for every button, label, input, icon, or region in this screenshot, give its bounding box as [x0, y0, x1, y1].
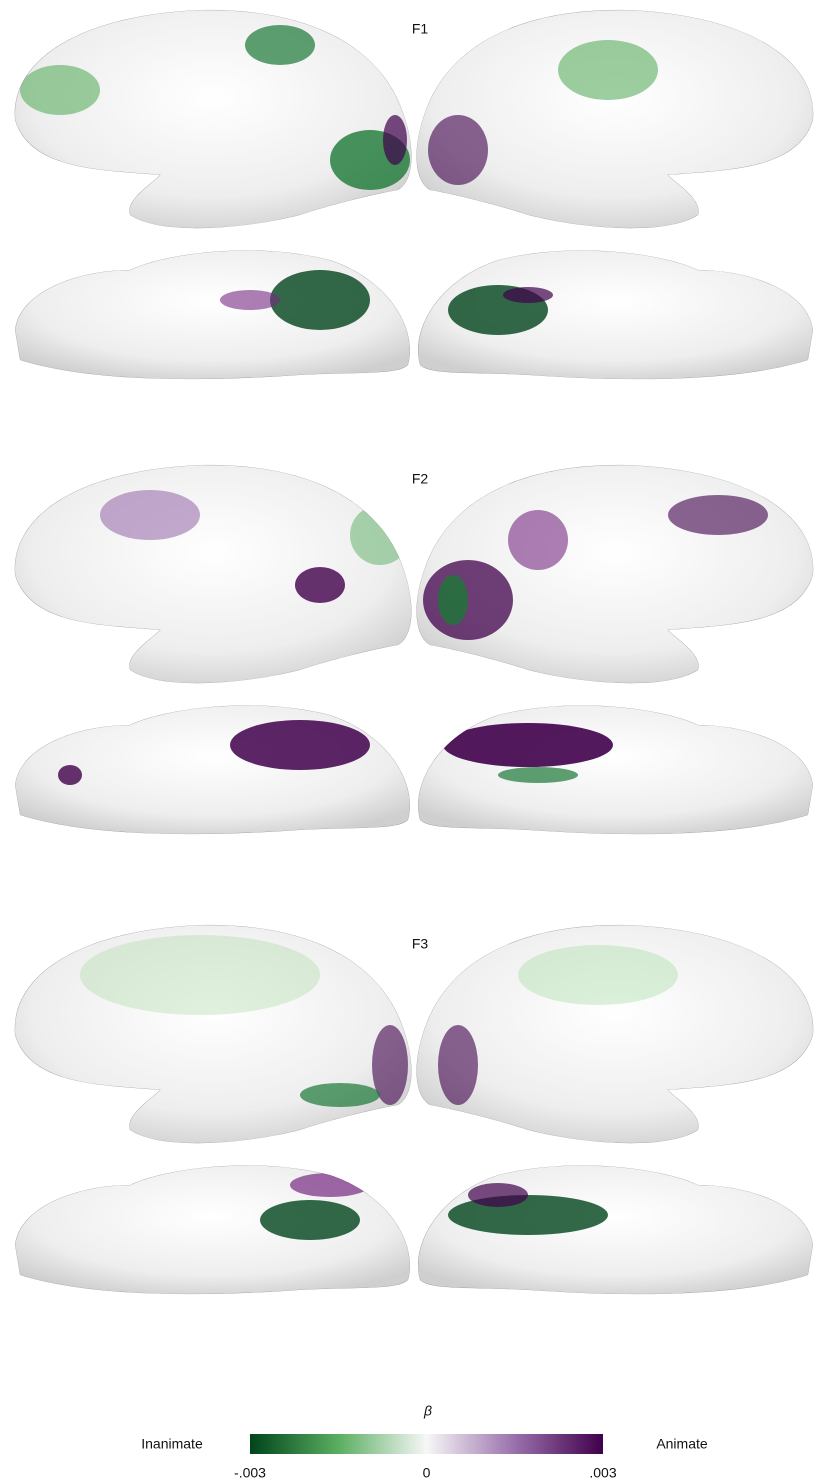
colorbar: β Inanimate Animate -.003 0 .003	[141, 1403, 708, 1481]
panel-label: F3	[412, 936, 429, 952]
colorbar-tick-label: -.003	[234, 1465, 266, 1481]
panel-f3: F3	[15, 925, 814, 1294]
colorbar-tick-label: 0	[423, 1465, 431, 1481]
colorbar-left-label: Inanimate	[141, 1436, 203, 1452]
colorbar-title: β	[423, 1403, 432, 1419]
panel-f2: F2	[15, 465, 814, 834]
panel-f1: F1	[15, 10, 814, 379]
panel-label: F1	[412, 21, 429, 37]
colorbar-tick-label: .003	[589, 1465, 616, 1481]
colorbar-gradient	[250, 1434, 603, 1454]
colorbar-right-label: Animate	[656, 1436, 708, 1452]
panel-label: F2	[412, 471, 429, 487]
